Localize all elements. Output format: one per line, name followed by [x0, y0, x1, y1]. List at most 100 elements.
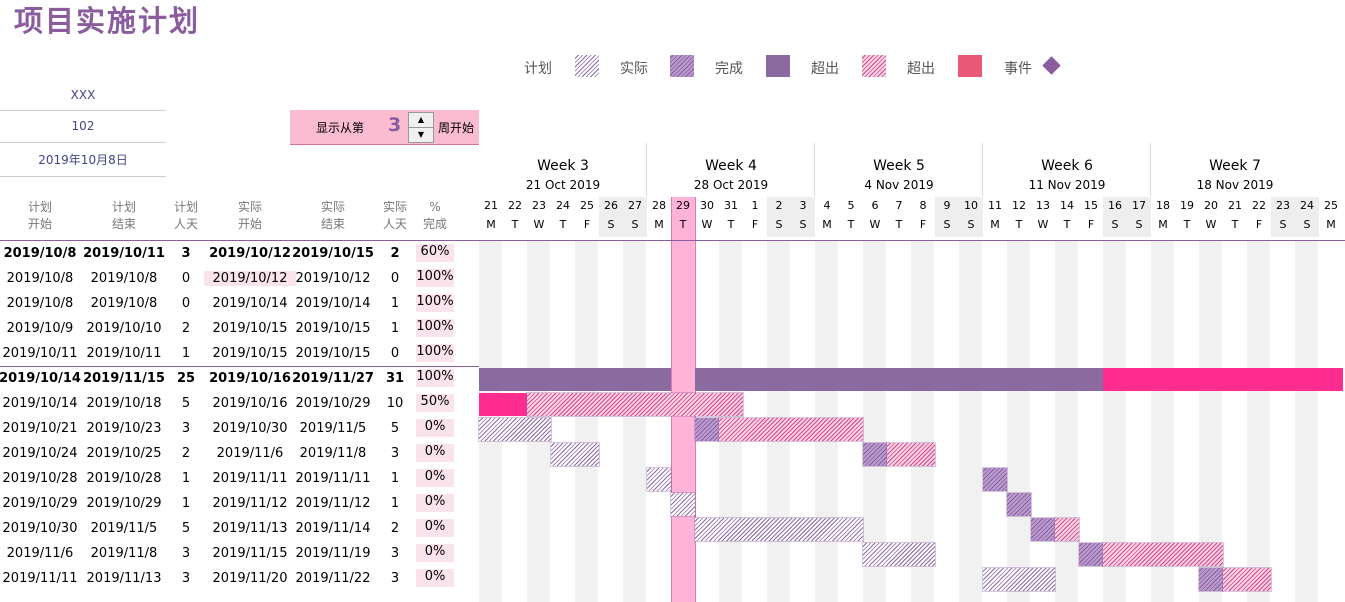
week-label: Week 7 — [1209, 158, 1261, 174]
week-date: 28 Oct 2019 — [693, 178, 769, 192]
day-stripe — [863, 241, 886, 602]
gantt-bar — [982, 467, 1008, 492]
day-letter: W — [869, 218, 881, 231]
table-cell: 2019/10/10 — [86, 321, 162, 336]
day-number: 5 — [847, 199, 855, 212]
gantt-bar — [886, 442, 936, 467]
gantt-bar — [479, 393, 527, 416]
table-cell: 5 — [390, 421, 400, 436]
table-cell: 2019/10/29 — [2, 496, 78, 511]
day-stripe — [1199, 241, 1222, 602]
table-cell: 2019/11/12 — [295, 496, 371, 511]
table-row[interactable]: 2019/11/6 2019/11/8 3 2019/11/15 2019/11/19 3… — [0, 542, 479, 567]
percent-complete: 0% — [416, 544, 454, 562]
column-header: 计划 开始 — [5, 199, 75, 233]
percent-complete: 0% — [416, 569, 454, 587]
day-number: 8 — [919, 199, 927, 212]
table-cell: 2019/10/8 — [6, 271, 74, 286]
percent-complete: 60% — [416, 244, 454, 262]
table-cell: 31 — [385, 371, 405, 386]
day-number: 11 — [988, 199, 1002, 212]
day-number: 14 — [1060, 199, 1074, 212]
table-row[interactable]: 2019/10/9 2019/10/10 2 2019/10/15 2019/10/15… — [0, 317, 479, 342]
table-row[interactable]: 2019/10/8 2019/10/8 0 2019/10/14 2019/10/14 1… — [0, 292, 479, 317]
table-cell: 2019/10/12 — [295, 271, 371, 286]
table-row[interactable]: 2019/10/8 2019/10/8 0 2019/10/12 2019/10/12 0… — [0, 267, 479, 292]
day-number: 25 — [580, 199, 594, 212]
spinner-value[interactable]: 3 — [388, 114, 402, 136]
legend-plan-label: 计划 — [524, 61, 552, 77]
day-number: 22 — [508, 199, 522, 212]
table-cell: 2019/10/12 — [204, 271, 296, 286]
day-number: 30 — [700, 199, 714, 212]
table-cell: 10 — [386, 396, 404, 411]
table-row[interactable]: 2019/10/14 2019/11/15 25 2019/10/16 2019/11/… — [0, 366, 479, 392]
gantt-bar — [1198, 567, 1224, 592]
table-cell: 5 — [181, 521, 191, 536]
day-number: 24 — [1300, 199, 1314, 212]
info-name: XXX — [0, 86, 166, 111]
day-stripe — [575, 241, 598, 602]
day-number: 12 — [1012, 199, 1026, 212]
day-letter: T — [895, 218, 903, 231]
gantt-bar — [862, 542, 936, 567]
column-header-line2: 开始 — [237, 217, 262, 231]
day-letter: T — [559, 218, 567, 231]
table-cell: 2019/11/11 — [295, 471, 371, 486]
day-number: 31 — [724, 199, 738, 212]
table-cell: 2019/10/8 — [90, 271, 158, 286]
table-cell: 0 — [181, 271, 191, 286]
table-row[interactable]: 2019/10/14 2019/10/18 5 2019/10/16 2019/10/2… — [0, 392, 479, 417]
day-letter: S — [1279, 218, 1287, 231]
group-divider — [0, 366, 479, 367]
day-number: 25 — [1324, 199, 1338, 212]
gantt-bar — [1102, 542, 1224, 567]
day-number: 27 — [628, 199, 642, 212]
gantt-bar — [695, 368, 1103, 391]
week-separator — [646, 143, 647, 196]
table-cell: 2019/11/6 — [6, 546, 74, 561]
day-stripe — [815, 241, 838, 602]
day-number: 29 — [676, 199, 690, 212]
spinner-up-button[interactable]: ▲ — [408, 112, 434, 128]
gantt-bar — [670, 492, 696, 517]
table-cell: 1 — [181, 471, 191, 486]
table-cell: 2019/11/13 — [212, 521, 288, 536]
column-header-line1: 实际 — [320, 200, 345, 214]
table-cell: 2019/10/28 — [86, 471, 162, 486]
table-cell: 2019/10/8 — [90, 296, 158, 311]
day-stripe — [1247, 241, 1270, 602]
week-separator — [814, 143, 815, 196]
table-cell: 2019/10/16 — [209, 371, 291, 386]
table-row[interactable]: 2019/10/24 2019/10/25 2 2019/11/6 2019/11/8 3… — [0, 442, 479, 467]
table-row[interactable]: 2019/10/30 2019/11/5 5 2019/11/13 2019/11/14… — [0, 517, 479, 542]
table-row[interactable]: 2019/10/21 2019/10/23 3 2019/10/30 2019/11/5… — [0, 417, 479, 442]
table-row[interactable]: 2019/10/28 2019/10/28 1 2019/11/11 2019/11/1… — [0, 467, 479, 492]
table-cell: 2019/10/9 — [6, 321, 74, 336]
table-cell: 2019/10/14 — [212, 296, 288, 311]
spinner-down-button[interactable]: ▼ — [408, 127, 434, 143]
day-stripe — [1055, 241, 1078, 602]
day-number: 19 — [1180, 199, 1194, 212]
column-header-line1: 计划 — [173, 200, 198, 214]
info-code: 102 — [0, 118, 166, 143]
legend-actual-label: 实际 — [620, 61, 648, 77]
gantt-bar — [646, 467, 672, 492]
percent-complete: 100% — [416, 294, 454, 312]
table-row[interactable]: 2019/11/11 2019/11/13 3 2019/11/20 2019/11/2… — [0, 567, 479, 592]
legend-done-swatch — [766, 55, 790, 77]
day-stripe — [767, 241, 790, 602]
day-letter: S — [775, 218, 783, 231]
day-letter: S — [943, 218, 951, 231]
table-cell: 2019/11/8 — [299, 446, 367, 461]
table-cell: 2019/11/11 — [212, 471, 288, 486]
legend-overrun-solid-swatch — [958, 55, 982, 77]
table-row[interactable]: 2019/10/8 2019/10/11 3 2019/10/12 2019/10/15… — [0, 242, 479, 267]
table-row[interactable]: 2019/10/11 2019/10/11 1 2019/10/15 2019/10/1… — [0, 342, 479, 367]
weekend-header-bg — [935, 197, 959, 237]
table-row[interactable]: 2019/10/29 2019/10/29 1 2019/11/12 2019/11/1… — [0, 492, 479, 517]
table-cell: 3 — [390, 546, 400, 561]
table-cell: 3 — [181, 421, 191, 436]
day-letter: T — [1063, 218, 1071, 231]
column-header: 计划 人天 — [171, 199, 201, 233]
